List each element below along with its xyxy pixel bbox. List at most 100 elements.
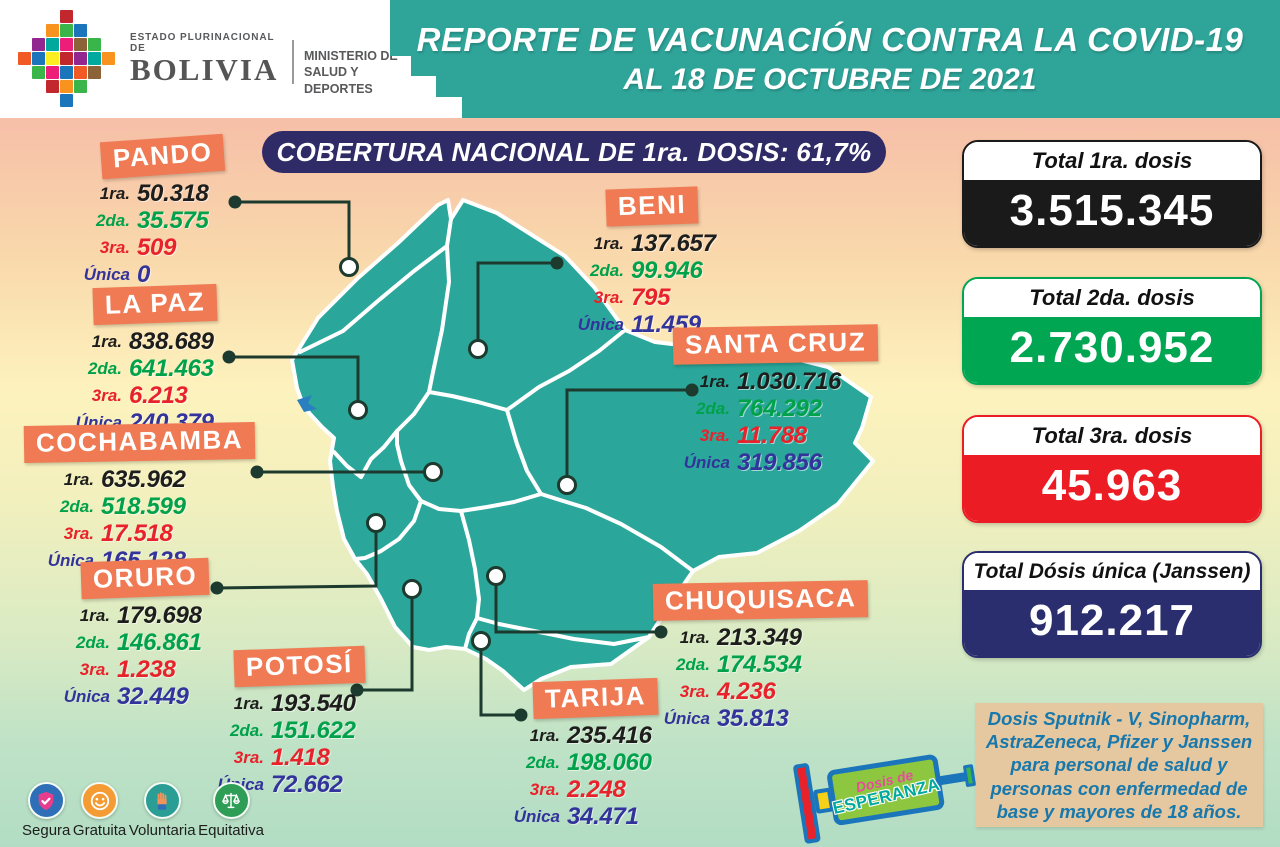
report-title-line2: AL 18 DE OCTUBRE DE 2021 [623, 63, 1037, 96]
dose-label: 3ra. [91, 386, 122, 405]
dose-label: 3ra. [233, 748, 264, 767]
balance-scale-icon [212, 782, 250, 819]
callout-tarija [479, 641, 523, 717]
dose-label: 1ra. [593, 234, 624, 253]
dose-value: 235.416 [567, 722, 652, 749]
dose-label: Única [683, 453, 730, 472]
dose-label: Única [63, 687, 110, 706]
value-label: Equitativa [198, 822, 264, 839]
department-label: SANTA CRUZ [672, 324, 879, 365]
value-item-segura: Segura [22, 782, 70, 839]
dose-table: 1ra. 179.698 2da. 146.861 3ra. 1.238 Única 3… [38, 602, 253, 710]
department-block-la-paz: LA PAZ 1ra. 838.689 2da. 641.463 3ra. 6.213… [50, 283, 260, 436]
dose-value: 6.213 [129, 382, 188, 409]
header-bar: ESTADO PLURINACIONAL DE BOLIVIA MINISTER… [0, 0, 1280, 118]
dose-value: 174.534 [717, 651, 802, 678]
value-item-equitativa: Equitativa [198, 782, 264, 839]
dose-label: Única [663, 709, 710, 728]
syringe-needle-tip [962, 763, 977, 788]
department-block-pando: PANDO 1ra. 50.318 2da. 35.575 3ra. 509 Únic… [58, 133, 268, 288]
bolivia-logo [18, 10, 120, 112]
department-label: ORURO [80, 557, 211, 600]
department-label: LA PAZ [92, 283, 218, 326]
map-marker-beni [468, 339, 488, 359]
dose-table: 1ra. 635.962 2da. 518.599 3ra. 17.518 Única… [22, 466, 257, 574]
dose-table: 1ra. 50.318 2da. 35.575 3ra. 509 Única 0 [58, 180, 268, 288]
department-block-cochabamba: COCHABAMBA 1ra. 635.962 2da. 518.599 3ra. 1… [22, 421, 257, 574]
dose-label: 1ra. [679, 628, 710, 647]
dose-label: 3ra. [63, 524, 94, 543]
map-marker-oruro [366, 513, 386, 533]
dose-label: 2da. [675, 655, 710, 674]
campaign-syringe-logo: Dosis de ESPERANZA [790, 742, 980, 845]
dose-table: 1ra.838.689 2da.641.463 3ra.6.213 Única2… [50, 328, 260, 436]
callout-potosi [355, 589, 414, 692]
dose-value: 32.449 [117, 683, 189, 710]
dose-label: 2da. [59, 497, 94, 516]
vaccine-note-box: Dosis Sputnik - V, Sinopharm, AstraZenec… [975, 703, 1263, 827]
total-card-value: 3.515.345 [964, 179, 1260, 246]
dose-label: 2da. [229, 721, 264, 740]
dose-value: 795 [631, 284, 671, 311]
total-card-title: Total 2da. dosis [964, 279, 1260, 317]
map-marker-cochabamba [423, 462, 443, 482]
department-block-santa-cruz: SANTA CRUZ 1ra. 1.030.716 2da. 764.292 3ra… [658, 324, 893, 476]
shield-check-icon [27, 782, 65, 819]
total-third-dose-card: Total 3ra. dosis 45.963 [962, 415, 1262, 523]
dose-table: 1ra. 213.349 2da. 174.534 3ra. 4.236 Única 3… [638, 624, 883, 732]
dose-label: 2da. [589, 261, 624, 280]
dose-value: 146.861 [117, 629, 202, 656]
lake-titicaca-icon [297, 395, 317, 412]
map-marker-dots [339, 257, 577, 651]
dose-label: 3ra. [679, 682, 710, 701]
dose-value: 17.518 [101, 520, 173, 547]
dose-label: 2da. [87, 359, 122, 378]
smiley-icon [81, 782, 119, 819]
vaccine-note-text: Dosis Sputnik - V, Sinopharm, AstraZenec… [985, 707, 1253, 822]
department-block-beni: BENI 1ra. 137.657 2da. 99.946 3ra. 795 Únic… [552, 186, 752, 338]
department-label: COCHABAMBA [23, 421, 256, 464]
dose-label: 3ra. [529, 780, 560, 799]
callout-origin-dots [210, 195, 699, 722]
value-label: Segura [22, 822, 71, 839]
dose-value: 11.788 [737, 422, 807, 449]
national-coverage-text: COBERTURA NACIONAL DE 1ra. DOSIS: 61,7% [276, 136, 872, 167]
department-label: TARIJA [532, 677, 659, 720]
value-item-voluntaria: Voluntaria [129, 782, 196, 839]
department-block-tarija: TARIJA 1ra. 235.416 2da. 198.060 3ra. 2.248… [488, 677, 703, 830]
dose-value: 838.689 [129, 328, 214, 355]
dose-label: 2da. [95, 211, 130, 230]
dose-value: 4.236 [717, 678, 776, 705]
dose-table: 1ra. 137.657 2da. 99.946 3ra. 795 Única 11.4… [552, 230, 752, 338]
dose-value: 198.060 [567, 749, 652, 776]
header-divider [292, 40, 294, 84]
state-name: ESTADO PLURINACIONAL DE BOLIVIA [130, 32, 280, 87]
ministry-name: MINISTERIO DE SALUD Y DEPORTES [304, 49, 398, 96]
map-marker-chuquisaca [486, 566, 506, 586]
dose-value: 0 [137, 261, 151, 288]
dose-label: 3ra. [593, 288, 624, 307]
total-card-title: Total 1ra. dosis [964, 142, 1260, 180]
dose-value: 193.540 [271, 690, 356, 717]
dose-label: 1ra. [79, 606, 110, 625]
dose-value: 319.856 [737, 449, 822, 476]
national-coverage-banner: COBERTURA NACIONAL DE 1ra. DOSIS: 61,7% [262, 131, 886, 173]
map-marker-santa-cruz [557, 475, 577, 495]
callout-chuquisaca [494, 576, 663, 634]
dose-label: Única [83, 265, 130, 284]
dose-value: 72.662 [271, 771, 343, 798]
dose-label: 1ra. [529, 726, 560, 745]
dose-label: Única [577, 315, 624, 334]
map-marker-tarija [471, 631, 491, 651]
dose-table: 1ra. 235.416 2da. 198.060 3ra. 2.248 Única 3… [488, 722, 703, 830]
dose-value: 2.248 [567, 776, 626, 803]
map-marker-potosi [402, 579, 422, 599]
vaccine-values-strip: Segura Gratuita Voluntaria Equitativa [22, 782, 264, 839]
dose-label: 1ra. [63, 470, 94, 489]
dose-value: 509 [137, 234, 177, 261]
dose-value: 34.471 [567, 803, 639, 830]
total-unique-dose-card: Total Dósis única (Janssen) 912.217 [962, 551, 1262, 658]
dose-label: Única [513, 807, 560, 826]
